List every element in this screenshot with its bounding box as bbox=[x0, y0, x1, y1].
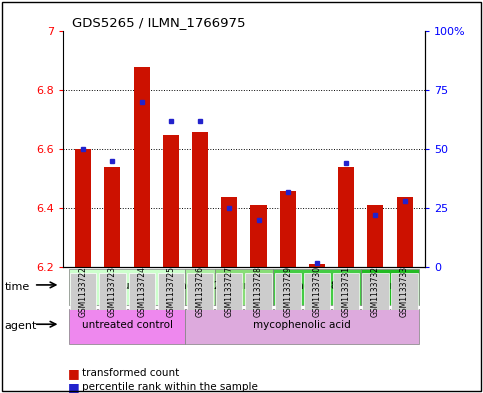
Bar bbox=[163, 134, 179, 267]
Bar bbox=[134, 67, 150, 267]
Text: GSM1133729: GSM1133729 bbox=[283, 266, 292, 317]
Text: GSM1133732: GSM1133732 bbox=[371, 266, 380, 317]
Bar bbox=[309, 264, 325, 267]
FancyBboxPatch shape bbox=[99, 273, 126, 310]
Text: percentile rank within the sample: percentile rank within the sample bbox=[82, 382, 258, 392]
FancyBboxPatch shape bbox=[216, 273, 242, 310]
Text: untreated control: untreated control bbox=[82, 320, 172, 331]
FancyBboxPatch shape bbox=[391, 273, 418, 310]
Text: agent: agent bbox=[5, 321, 37, 331]
Text: ■: ■ bbox=[68, 367, 79, 380]
FancyBboxPatch shape bbox=[273, 269, 361, 305]
Text: mycophenolic acid: mycophenolic acid bbox=[254, 320, 351, 331]
FancyBboxPatch shape bbox=[70, 273, 97, 310]
Bar bbox=[192, 132, 208, 267]
Text: GSM1133730: GSM1133730 bbox=[313, 266, 322, 318]
Bar bbox=[104, 167, 120, 267]
Text: GSM1133733: GSM1133733 bbox=[400, 266, 409, 318]
Text: hour 12: hour 12 bbox=[180, 281, 220, 291]
Bar bbox=[397, 196, 412, 267]
Bar bbox=[338, 167, 354, 267]
FancyBboxPatch shape bbox=[185, 269, 215, 305]
FancyBboxPatch shape bbox=[185, 309, 419, 344]
Bar bbox=[280, 191, 296, 267]
Text: hour 48: hour 48 bbox=[297, 281, 337, 291]
FancyBboxPatch shape bbox=[187, 273, 213, 310]
FancyBboxPatch shape bbox=[215, 269, 273, 305]
Text: GSM1133731: GSM1133731 bbox=[341, 266, 351, 317]
FancyBboxPatch shape bbox=[275, 273, 301, 310]
Text: time: time bbox=[5, 282, 30, 292]
Text: GSM1133723: GSM1133723 bbox=[108, 266, 117, 317]
Text: hour 0: hour 0 bbox=[110, 281, 144, 291]
Text: GSM1133726: GSM1133726 bbox=[196, 266, 205, 317]
FancyBboxPatch shape bbox=[245, 273, 271, 310]
Text: GSM1133722: GSM1133722 bbox=[79, 266, 88, 317]
Text: GSM1133724: GSM1133724 bbox=[137, 266, 146, 317]
Bar bbox=[221, 196, 237, 267]
FancyBboxPatch shape bbox=[128, 273, 155, 310]
Text: transformed count: transformed count bbox=[82, 368, 179, 378]
FancyBboxPatch shape bbox=[304, 273, 330, 310]
Bar bbox=[251, 205, 267, 267]
Bar bbox=[75, 149, 91, 267]
Text: hour 24: hour 24 bbox=[224, 281, 264, 291]
FancyBboxPatch shape bbox=[158, 273, 184, 310]
Text: GSM1133728: GSM1133728 bbox=[254, 266, 263, 317]
FancyBboxPatch shape bbox=[333, 273, 359, 310]
Text: GSM1133725: GSM1133725 bbox=[166, 266, 175, 317]
FancyBboxPatch shape bbox=[362, 273, 388, 310]
Text: GDS5265 / ILMN_1766975: GDS5265 / ILMN_1766975 bbox=[72, 17, 246, 29]
Text: hour 72: hour 72 bbox=[369, 281, 410, 291]
FancyBboxPatch shape bbox=[69, 309, 185, 344]
Bar bbox=[368, 205, 384, 267]
FancyBboxPatch shape bbox=[361, 269, 419, 305]
Text: GSM1133727: GSM1133727 bbox=[225, 266, 234, 317]
FancyBboxPatch shape bbox=[69, 269, 185, 305]
Text: ■: ■ bbox=[68, 380, 79, 393]
